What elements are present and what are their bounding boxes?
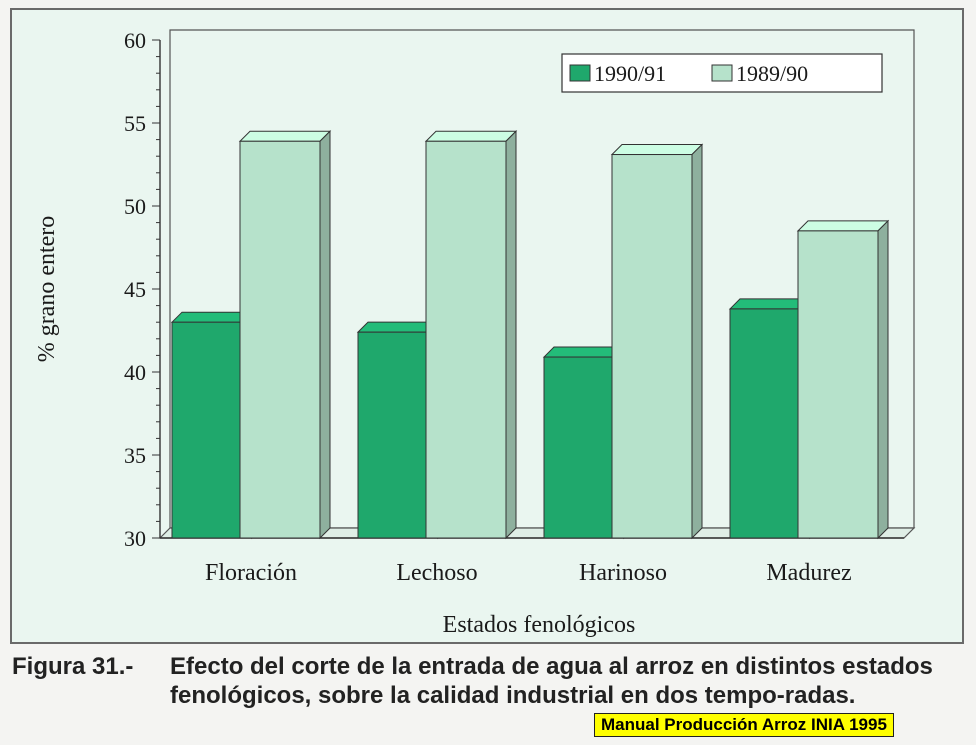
legend-label-1990/91: 1990/91 <box>594 61 666 86</box>
y-tick-label: 45 <box>124 277 146 302</box>
bar-1990/91 <box>357 331 439 539</box>
legend-swatch-1990/91 <box>569 64 591 82</box>
y-tick-label: 50 <box>124 194 146 219</box>
bar-chart: 30 35 40 45 50 55 60 % grano entero Floración Lec… <box>34 28 916 638</box>
bar-side-1989/90 <box>691 143 703 540</box>
chart-frame: 30 35 40 45 50 55 60 % grano entero Floración Lec… <box>10 8 964 644</box>
bar-side-1989/90 <box>505 130 517 540</box>
y-tick-label: 40 <box>124 360 146 385</box>
bar-top-1989/90 <box>424 130 518 142</box>
bar-1989/90 <box>425 140 507 539</box>
legend-label-1989/90: 1989/90 <box>736 61 808 86</box>
bar-top-1989/90 <box>610 144 704 156</box>
bar-top-1989/90 <box>796 220 890 232</box>
source-badge: Manual Producción Arroz INIA 1995 <box>594 713 894 737</box>
bar-1990/91 <box>543 356 625 539</box>
x-tick-label: Harinoso <box>579 560 667 586</box>
bar-1989/90 <box>611 154 693 539</box>
x-tick-label: Floración <box>205 560 297 586</box>
legend-swatch-1989/90 <box>711 64 733 82</box>
y-tick-label: 55 <box>124 111 146 136</box>
caption-text: Efecto del corte de la entrada de agua a… <box>170 653 933 709</box>
y-tick-label: 30 <box>124 526 146 551</box>
y-tick-label: 60 <box>124 28 146 53</box>
bar-top-1989/90 <box>238 130 332 142</box>
x-tick-label: Madurez <box>766 560 851 586</box>
x-axis-label: Estados fenológicos <box>443 612 636 638</box>
bar-1989/90 <box>239 140 321 539</box>
x-tick-label: Lechoso <box>396 560 477 586</box>
bar-side-1989/90 <box>877 219 889 540</box>
caption-label: Figura 31.- <box>12 653 134 680</box>
bar-1990/91 <box>171 321 253 539</box>
bar-side-1989/90 <box>319 130 331 540</box>
y-tick-label: 35 <box>124 443 146 468</box>
y-axis-label: % grano entero <box>34 216 60 363</box>
bar-1989/90 <box>797 230 879 539</box>
